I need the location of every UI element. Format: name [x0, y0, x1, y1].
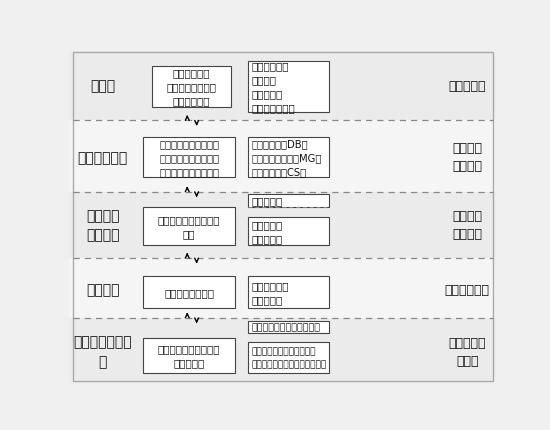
Bar	[69, 121, 495, 192]
Text: 燃气公司
管理平台: 燃气公司 管理平台	[86, 209, 119, 242]
Bar	[144, 338, 235, 373]
Text: 通信服务器
管理服务器: 通信服务器 管理服务器	[251, 219, 283, 243]
Text: 燃气用户端: 燃气用户端	[449, 80, 486, 93]
Text: 数据服务器（DB）
公共管理服务器（MG）
应用服务器（CS）: 数据服务器（DB） 公共管理服务器（MG） 应用服务器（CS）	[251, 138, 322, 176]
Bar	[248, 277, 329, 308]
Bar	[144, 277, 235, 308]
Text: 物联网智能燃气表通信模块: 物联网智能燃气表通信模块	[251, 323, 320, 332]
Text: 应用服务器: 应用服务器	[251, 196, 283, 206]
Text: 通信网络设施: 通信网络设施	[445, 283, 490, 296]
Bar	[69, 52, 495, 121]
Text: 移动通信终端
专用终端
互联网终端
无线局域网终端: 移动通信终端 专用终端 互联网终端 无线局域网终端	[251, 61, 295, 113]
Bar	[248, 195, 329, 207]
Bar	[248, 61, 329, 113]
Text: 物联网智能燃气表感知
与控制系统: 物联网智能燃气表感知 与控制系统	[158, 344, 221, 367]
Text: 物联网智能燃气
表: 物联网智能燃气 表	[74, 335, 132, 368]
Text: 燃气公司
管理设施: 燃气公司 管理设施	[452, 210, 482, 241]
Bar	[248, 342, 329, 373]
Text: 物联网智能
燃气表: 物联网智能 燃气表	[449, 336, 486, 367]
Text: 物联网智能燃气表感知单元
物联网智能燃气表数据控制单元: 物联网智能燃气表感知单元 物联网智能燃气表数据控制单元	[251, 347, 327, 369]
Bar	[144, 207, 235, 245]
Text: 通信平台: 通信平台	[86, 283, 119, 297]
Bar	[152, 67, 231, 108]
Text: 个人用户系统
燃气公司用户系统
政府用户系统: 个人用户系统 燃气公司用户系统 政府用户系统	[166, 68, 216, 106]
Bar	[69, 258, 495, 318]
Bar	[248, 138, 329, 178]
Text: 移动通信网络
物联网网关: 移动通信网络 物联网网关	[251, 280, 289, 304]
Bar	[69, 192, 495, 258]
Bar	[144, 138, 235, 178]
Text: 公共服务
网络设施: 公共服务 网络设施	[452, 142, 482, 173]
Text: 用户端: 用户端	[90, 80, 116, 93]
Text: 公共服务系统: 公共服务系统	[78, 150, 128, 165]
Text: 公共感知信息服务系统
公共控制信息服务系统
燃气公司信息服务系统: 公共感知信息服务系统 公共控制信息服务系统 燃气公司信息服务系统	[159, 138, 219, 176]
Bar	[69, 318, 495, 383]
Bar	[248, 217, 329, 245]
Text: 燃气公司燃气综合管理
系统: 燃气公司燃气综合管理 系统	[158, 214, 221, 238]
Bar	[248, 321, 329, 334]
Text: 燃气网络通信系统: 燃气网络通信系统	[164, 288, 214, 298]
